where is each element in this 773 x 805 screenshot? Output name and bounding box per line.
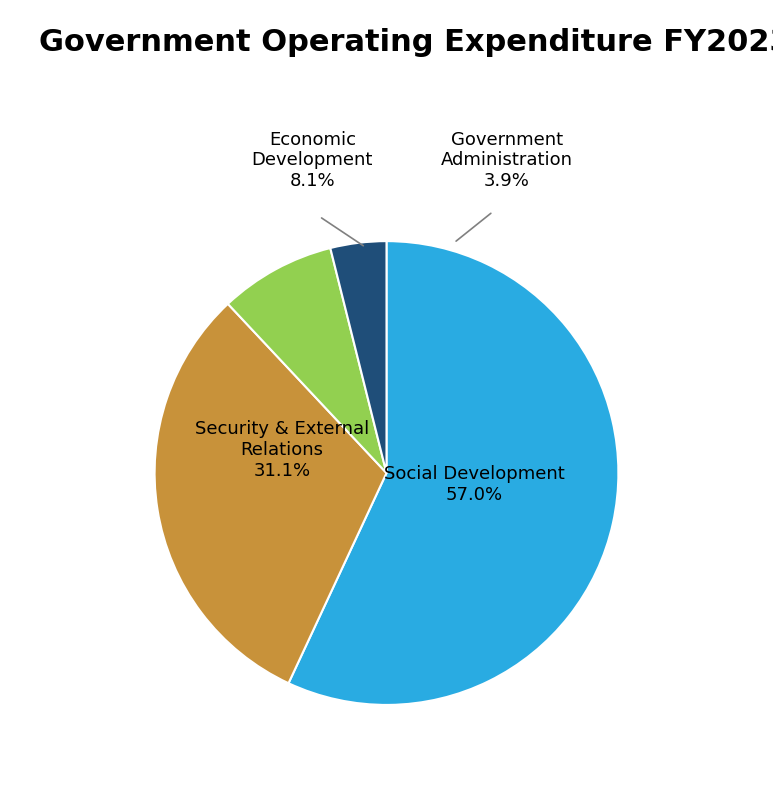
Text: Social Development
57.0%: Social Development 57.0% <box>384 465 565 504</box>
Wedge shape <box>330 242 386 473</box>
Text: Security & External
Relations
31.1%: Security & External Relations 31.1% <box>195 420 369 480</box>
Text: Government Operating Expenditure FY2023/24: Government Operating Expenditure FY2023/… <box>39 28 773 57</box>
Wedge shape <box>288 242 618 705</box>
Text: Government
Administration
3.9%: Government Administration 3.9% <box>441 130 573 190</box>
Text: Economic
Development
8.1%: Economic Development 8.1% <box>251 130 373 190</box>
Wedge shape <box>155 303 386 683</box>
Wedge shape <box>228 248 386 473</box>
